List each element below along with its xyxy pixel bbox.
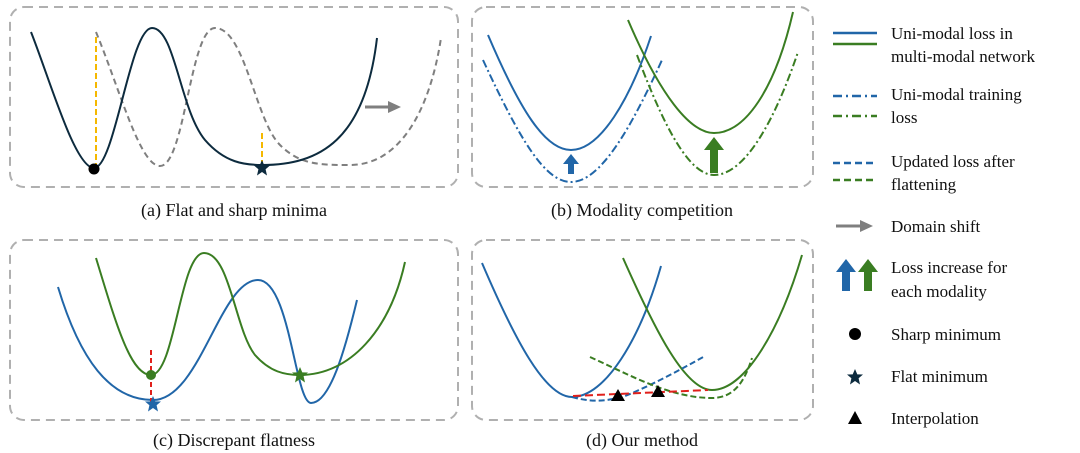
sharp-minimum-dot (88, 163, 100, 175)
legend-label: each modality (891, 282, 987, 301)
caption-d: (d) Our method (586, 430, 698, 451)
legend-item-interpolation: Interpolation (848, 409, 979, 428)
panel-frame (471, 239, 814, 421)
loss-increase-arrow-green-icon (704, 137, 724, 173)
flat-minimum-star-icon (847, 369, 863, 385)
interpolation-line (572, 389, 709, 397)
loss-curve (30, 26, 378, 170)
legend-item-updated-loss: Updated loss after flattening (833, 152, 1015, 194)
legend-item-sharp-minimum: Sharp minimum (849, 325, 1001, 344)
legend-label: Flat minimum (891, 367, 988, 386)
panel-a: (a) Flat and sharp minima (9, 6, 459, 221)
sharp-minimum-dot-green (146, 370, 156, 380)
shifted-loss-curve (95, 26, 442, 168)
loss-increase-arrow-green-icon (858, 259, 878, 291)
legend-label: Interpolation (891, 409, 979, 428)
sharp-minimum-dot-icon (849, 328, 861, 340)
legend-label: Uni-modal training (891, 85, 1022, 104)
legend-label: multi-modal network (891, 47, 1036, 66)
domain-shift-arrow-icon (365, 101, 401, 113)
flat-minimum-star-blue-icon (145, 396, 161, 412)
loss-curve-blue (57, 278, 358, 405)
panel-d: (d) Our method (471, 239, 814, 451)
panel-frame (471, 6, 814, 188)
legend-label: Sharp minimum (891, 325, 1001, 344)
loss-increase-arrow-blue-icon (563, 154, 579, 174)
multimodal-loss-blue (487, 34, 652, 152)
legend: Uni-modal loss in multi-modal network Un… (833, 24, 1036, 428)
legend-item-loss-increase: Loss increase for each modality (836, 258, 1007, 301)
interpolation-triangle-icon (611, 389, 625, 401)
legend-label: flattening (891, 175, 957, 194)
legend-label: Loss increase for (891, 258, 1007, 277)
uni-modal-training-loss-blue (482, 59, 663, 184)
caption-b: (b) Modality competition (551, 200, 733, 221)
legend-item-training-loss: Uni-modal training loss (833, 85, 1022, 127)
loss-increase-arrow-blue-icon (836, 259, 856, 291)
legend-label: loss (891, 108, 917, 127)
legend-label: Uni-modal loss in (891, 24, 1013, 43)
caption-c: (c) Discrepant flatness (153, 430, 315, 451)
caption-a: (a) Flat and sharp minima (141, 200, 327, 221)
updated-loss-blue (571, 355, 706, 402)
multimodal-loss-green (627, 11, 794, 135)
panel-frame (9, 6, 459, 188)
legend-label: Updated loss after (891, 152, 1015, 171)
loss-curve-green (95, 251, 406, 377)
interpolation-triangle-icon (651, 385, 665, 397)
panel-frame (9, 239, 459, 421)
panel-c: (c) Discrepant flatness (9, 239, 459, 451)
legend-label: Domain shift (891, 217, 981, 236)
domain-shift-arrow-icon (836, 220, 873, 232)
legend-item-flat-minimum: Flat minimum (847, 367, 988, 386)
legend-item-multimodal-loss: Uni-modal loss in multi-modal network (833, 24, 1036, 66)
interpolation-triangle-icon (848, 411, 862, 424)
uni-modal-training-loss-green (636, 51, 799, 177)
loss-curve-green (622, 254, 803, 392)
flat-minimum-star-icon (254, 160, 270, 176)
legend-item-domain-shift: Domain shift (836, 217, 981, 236)
panel-b: (b) Modality competition (471, 6, 814, 221)
